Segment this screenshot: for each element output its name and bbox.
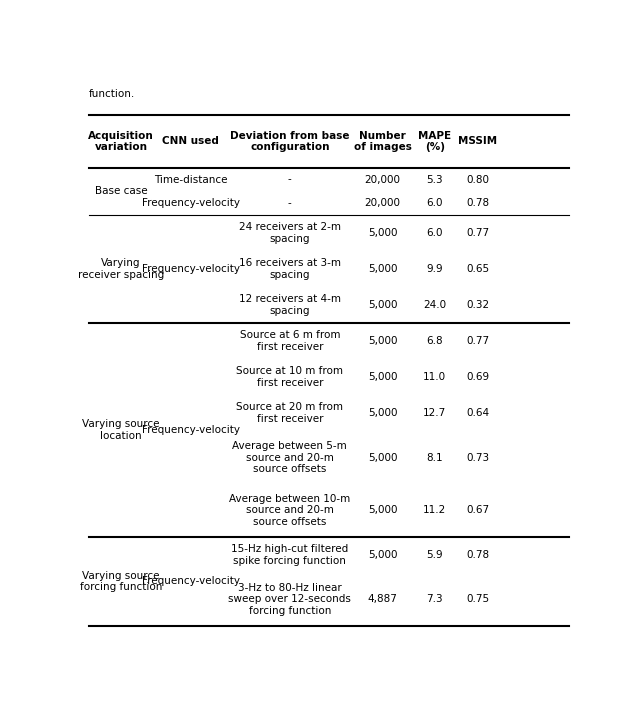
Text: 5,000: 5,000 <box>368 228 397 238</box>
Text: 0.77: 0.77 <box>466 228 489 238</box>
Text: 0.64: 0.64 <box>466 409 489 418</box>
Text: 5,000: 5,000 <box>368 264 397 274</box>
Text: 24 receivers at 2-m
spacing: 24 receivers at 2-m spacing <box>239 222 341 244</box>
Text: Time-distance: Time-distance <box>154 175 227 185</box>
Text: 7.3: 7.3 <box>426 594 443 605</box>
Text: 5,000: 5,000 <box>368 336 397 346</box>
Text: Number
of images: Number of images <box>354 130 412 152</box>
Text: 5.3: 5.3 <box>426 175 443 185</box>
Text: 20,000: 20,000 <box>365 198 401 208</box>
Text: 11.0: 11.0 <box>423 372 446 382</box>
Text: Acquisition
variation: Acquisition variation <box>88 130 154 152</box>
Text: 5,000: 5,000 <box>368 300 397 310</box>
Text: 0.65: 0.65 <box>466 264 489 274</box>
Text: 12 receivers at 4-m
spacing: 12 receivers at 4-m spacing <box>239 295 341 316</box>
Text: 5,000: 5,000 <box>368 452 397 462</box>
Text: Average between 10-m
source and 20-m
source offsets: Average between 10-m source and 20-m sou… <box>229 494 351 527</box>
Text: Varying source
forcing function: Varying source forcing function <box>80 571 163 592</box>
Text: 15-Hz high-cut filtered
spike forcing function: 15-Hz high-cut filtered spike forcing fu… <box>231 544 348 566</box>
Text: 5,000: 5,000 <box>368 409 397 418</box>
Text: 5,000: 5,000 <box>368 372 397 382</box>
Text: 0.32: 0.32 <box>466 300 489 310</box>
Text: Deviation from base
configuration: Deviation from base configuration <box>230 130 349 152</box>
Text: 0.77: 0.77 <box>466 336 489 346</box>
Text: 9.9: 9.9 <box>426 264 443 274</box>
Text: Average between 5-m
source and 20-m
source offsets: Average between 5-m source and 20-m sour… <box>232 441 347 474</box>
Text: 6.0: 6.0 <box>426 228 443 238</box>
Text: 6.8: 6.8 <box>426 336 443 346</box>
Text: 6.0: 6.0 <box>426 198 443 208</box>
Text: 8.1: 8.1 <box>426 452 443 462</box>
Text: 5,000: 5,000 <box>368 506 397 515</box>
Text: Base case: Base case <box>95 186 147 196</box>
Text: CNN used: CNN used <box>162 137 219 147</box>
Text: Varying source
location: Varying source location <box>83 419 160 441</box>
Text: 24.0: 24.0 <box>423 300 446 310</box>
Text: 0.80: 0.80 <box>466 175 489 185</box>
Text: 0.73: 0.73 <box>466 452 489 462</box>
Text: Frequency-velocity: Frequency-velocity <box>141 264 239 274</box>
Text: 0.78: 0.78 <box>466 198 489 208</box>
Text: Varying
receiver spacing: Varying receiver spacing <box>78 258 164 280</box>
Text: 0.67: 0.67 <box>466 506 489 515</box>
Text: Source at 6 m from
first receiver: Source at 6 m from first receiver <box>239 331 340 352</box>
Text: Source at 10 m from
first receiver: Source at 10 m from first receiver <box>236 366 343 388</box>
Text: -: - <box>288 175 292 185</box>
Text: -: - <box>288 198 292 208</box>
Text: 0.78: 0.78 <box>466 550 489 560</box>
Text: 4,887: 4,887 <box>367 594 397 605</box>
Text: 5,000: 5,000 <box>368 550 397 560</box>
Text: 3-Hz to 80-Hz linear
sweep over 12-seconds
forcing function: 3-Hz to 80-Hz linear sweep over 12-secon… <box>228 583 351 616</box>
Text: 11.2: 11.2 <box>423 506 446 515</box>
Text: Frequency-velocity: Frequency-velocity <box>141 576 239 586</box>
Text: Frequency-velocity: Frequency-velocity <box>141 198 239 208</box>
Text: 0.69: 0.69 <box>466 372 489 382</box>
Text: Frequency-velocity: Frequency-velocity <box>141 425 239 435</box>
Text: 5.9: 5.9 <box>426 550 443 560</box>
Text: Source at 20 m from
first receiver: Source at 20 m from first receiver <box>236 402 343 424</box>
Text: MAPE
(%): MAPE (%) <box>418 130 451 152</box>
Text: function.: function. <box>89 88 135 98</box>
Text: 20,000: 20,000 <box>365 175 401 185</box>
Text: 0.75: 0.75 <box>466 594 489 605</box>
Text: 16 receivers at 3-m
spacing: 16 receivers at 3-m spacing <box>239 258 341 280</box>
Text: MSSIM: MSSIM <box>458 137 497 147</box>
Text: 12.7: 12.7 <box>423 409 446 418</box>
